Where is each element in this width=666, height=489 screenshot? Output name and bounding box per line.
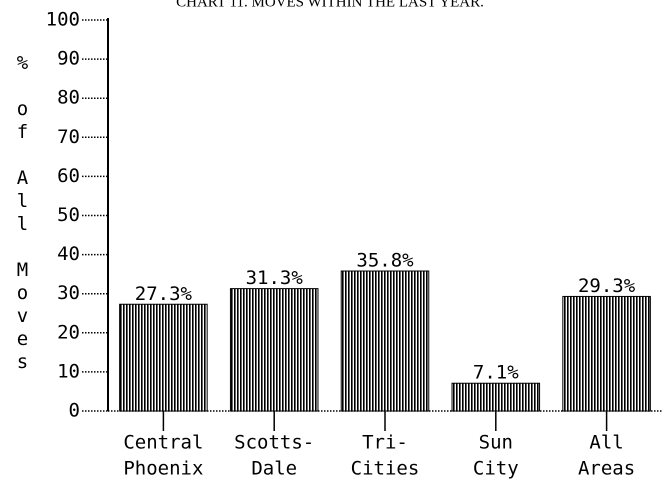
y-tick-label: 50 (57, 204, 80, 226)
value-label: 27.3% (135, 283, 193, 305)
x-tick-label: Central (123, 432, 203, 454)
x-tick-label: Phoenix (123, 458, 203, 480)
x-tick-label: Sun (479, 432, 513, 454)
bar (119, 303, 208, 412)
value-label: 31.3% (246, 267, 304, 289)
chart-title: CHART 11. MOVES WITHIN THE LAST YEAR. (176, 0, 484, 10)
y-tick-label: 90 (57, 48, 80, 70)
bar (451, 382, 541, 412)
x-tick-label: All (589, 432, 623, 454)
x-tick-label: Scotts- (234, 432, 314, 454)
bar (562, 295, 651, 412)
value-label: 35.8% (356, 250, 414, 272)
x-tick-label: Tri- (362, 432, 408, 454)
y-tick-label: 100 (46, 9, 80, 31)
x-tick-label: Areas (578, 458, 635, 480)
y-tick-label: 70 (57, 126, 80, 148)
value-label: 29.3% (578, 275, 636, 297)
y-tick-label: 40 (57, 243, 80, 265)
y-tick-label: 20 (57, 321, 80, 343)
y-axis-label: % of All Moves (12, 52, 34, 374)
y-tick-label: 10 (57, 360, 80, 382)
bar (340, 270, 430, 412)
y-tick-label: 0 (69, 400, 80, 422)
y-tick-label: 60 (57, 165, 80, 187)
bar (229, 288, 319, 412)
y-tick-label: 80 (57, 87, 80, 109)
y-tick-label: 30 (57, 282, 80, 304)
x-tick-label: Cities (351, 458, 420, 480)
x-tick-label: City (473, 458, 519, 480)
x-tick-label: Dale (251, 458, 297, 480)
value-label: 7.1% (473, 362, 519, 384)
